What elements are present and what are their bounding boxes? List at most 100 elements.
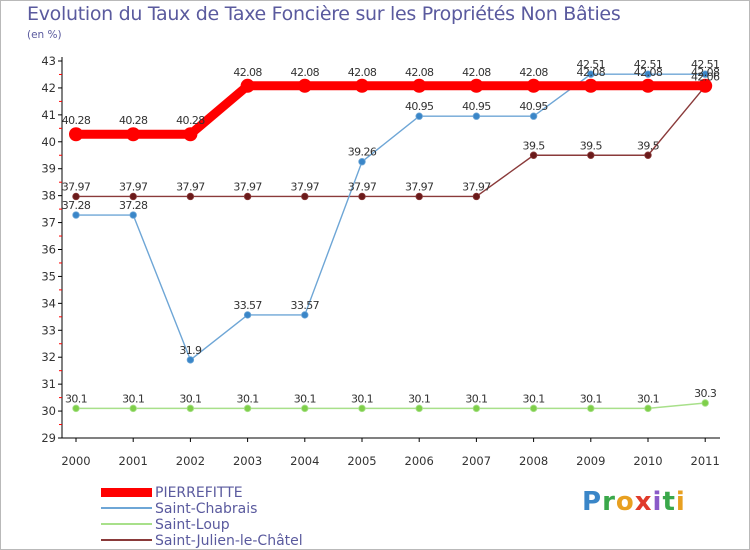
data-label: 37.97 [405,180,434,193]
data-point [301,311,309,319]
data-point [72,404,80,413]
data-label: 42.08 [519,66,548,79]
data-point [529,404,538,413]
data-label: 39.5 [637,139,660,152]
x-tick-label: 2009 [576,454,605,468]
y-tick-label: 40 [41,135,56,149]
data-label: 30.1 [408,392,430,405]
data-label: 33.57 [291,299,320,312]
data-point [583,78,598,93]
data-point [72,211,80,219]
data-point [529,112,538,120]
x-tick-label: 2011 [691,454,720,468]
data-label: 37.28 [119,199,148,212]
data-label: 30.1 [580,392,602,405]
data-point [526,78,541,93]
data-label: 42.51 [691,58,720,71]
data-label: 30.1 [122,392,144,405]
legend-label-3: Saint-Julien-le-Châtel [155,533,303,549]
x-tick-label: 2008 [519,454,548,468]
data-label: 30.1 [237,392,259,405]
data-label: 30.1 [351,392,373,405]
data-label: 37.97 [291,180,320,193]
data-label: 40.95 [405,100,434,113]
data-point [469,78,484,93]
data-label: 42.08 [405,66,434,79]
y-tick-label: 29 [41,431,56,445]
data-label: 42.08 [462,66,491,79]
logo-letter: i [675,487,686,517]
data-label: 30.1 [637,392,659,405]
y-tick-label: 38 [41,189,56,203]
data-label: 42.51 [634,58,663,71]
x-tick-label: 2001 [119,454,148,468]
data-label: 42.08 [577,66,606,79]
data-label: 40.95 [462,100,491,113]
y-tick-label: 43 [41,54,56,68]
logo-letter: i [652,487,663,517]
data-label: 30.1 [523,392,545,405]
data-label: 33.57 [233,299,262,312]
data-point [186,192,195,201]
y-tick-label: 37 [41,216,56,230]
data-point [415,112,423,120]
data-label: 30.1 [465,392,487,405]
data-label: 42.08 [348,66,377,79]
data-label: 42.06 [691,70,720,83]
data-point [358,192,366,201]
y-tick-label: 31 [41,377,56,391]
legend-label-1: Saint-Chabrais [155,501,257,517]
series-line-0 [71,81,710,139]
data-label: 37.97 [119,180,148,193]
data-label: 31.9 [179,344,202,357]
data-label: 37.97 [462,180,491,193]
y-tick-label: 36 [41,243,56,257]
data-point [587,70,595,78]
data-point [355,78,369,93]
data-point [129,211,137,219]
data-labels: 40.28 40.28 40.28 42.08 42.08 42.08 42.08 42.08… [62,58,721,405]
data-label: 40.95 [519,100,548,113]
data-point [472,112,481,120]
legend-label-2: Saint-Loup [155,517,230,533]
logo-letter: t [662,487,676,517]
data-label: 42.08 [691,66,720,79]
series-line-3 [75,85,706,198]
data-label: 39.26 [348,146,377,159]
series-line-2 [75,402,706,410]
data-point [701,70,709,78]
y-tick-label: 34 [41,296,56,310]
data-point [297,78,312,93]
legend-swatch-0 [101,488,152,497]
logo-letter: o [615,487,635,517]
data-point [126,127,141,142]
data-label: 42.51 [577,58,606,71]
data-point [587,404,595,413]
y-tick-label: 41 [41,108,56,122]
data-label: 39.5 [580,139,603,152]
x-tick-label: 2005 [347,454,376,468]
x-tick-label: 2004 [290,454,319,468]
data-point [72,192,80,201]
logo-letter: P [582,487,603,517]
chart-title: Evolution du Taux de Taxe Foncière sur l… [27,3,621,25]
x-tick-label: 2010 [633,454,662,468]
data-label: 40.28 [176,114,205,127]
data-point [301,404,309,413]
data-point [243,311,252,319]
x-tick-label: 2003 [233,454,262,468]
data-label: 37.97 [176,180,205,193]
data-point [186,404,195,413]
y-tick-label: 39 [41,162,56,176]
data-label: 42.08 [634,66,663,79]
series-lines [69,70,713,413]
x-tick-label: 2002 [176,454,205,468]
y-axis-unit-label: (en %) [27,29,62,41]
data-point [358,158,366,166]
data-point [183,127,198,142]
data-label: 42.08 [233,66,262,79]
axes: 29 30 31 32 33 34 35 36 37 38 39 40 41 42 43 2000 2001 20… [41,54,720,468]
legend: PIERREFITTESaint-ChabraisSaint-LoupSaint… [101,485,303,549]
